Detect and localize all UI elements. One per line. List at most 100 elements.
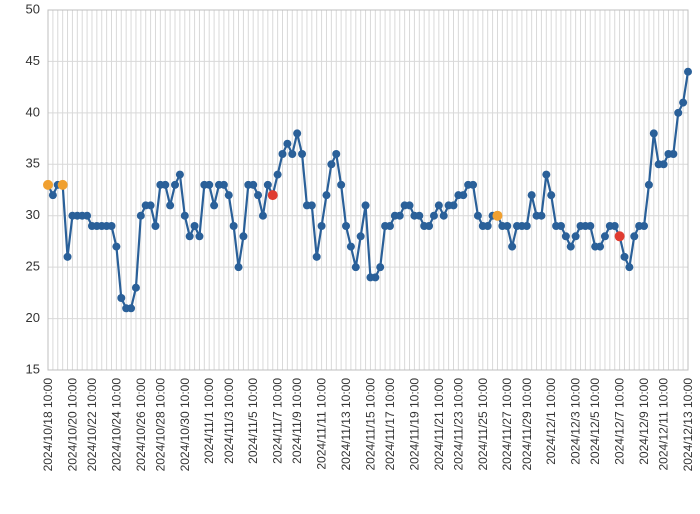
x-tick-label: 2024/11/7 10:00	[271, 378, 285, 464]
data-marker	[117, 294, 125, 302]
y-tick-label: 20	[26, 310, 40, 325]
data-marker	[625, 263, 633, 271]
data-marker	[684, 68, 692, 76]
data-marker	[508, 243, 516, 251]
data-marker	[459, 191, 467, 199]
data-marker	[181, 212, 189, 220]
data-marker	[528, 191, 536, 199]
data-marker	[210, 201, 218, 209]
data-marker	[151, 222, 159, 230]
x-tick-label: 2024/11/25 10:00	[476, 378, 490, 471]
highlight-marker	[492, 211, 502, 221]
data-marker	[176, 171, 184, 179]
x-tick-label: 2024/12/13 10:00	[681, 378, 695, 472]
data-marker	[537, 212, 545, 220]
y-tick-label: 45	[26, 53, 40, 68]
data-marker	[195, 232, 203, 240]
data-marker	[132, 284, 140, 292]
data-marker	[645, 181, 653, 189]
data-marker	[230, 222, 238, 230]
data-marker	[352, 263, 360, 271]
data-marker	[191, 222, 199, 230]
data-marker	[679, 99, 687, 107]
x-tick-label: 2024/12/5 10:00	[588, 378, 602, 465]
y-tick-label: 30	[26, 207, 40, 222]
data-marker	[347, 243, 355, 251]
data-marker	[64, 253, 72, 261]
data-marker	[650, 129, 658, 137]
data-marker	[127, 304, 135, 312]
y-tick-label: 50	[26, 1, 40, 16]
data-marker	[674, 109, 682, 117]
data-marker	[362, 201, 370, 209]
x-tick-label: 2024/11/27 10:00	[500, 378, 514, 471]
data-marker	[660, 160, 668, 168]
x-tick-label: 2024/12/9 10:00	[637, 378, 651, 465]
data-marker	[557, 222, 565, 230]
data-marker	[112, 243, 120, 251]
x-tick-labels: 2024/10/18 10:00 2024/10/20 10:00 2024/10/…	[41, 378, 695, 472]
data-marker	[264, 181, 272, 189]
data-marker	[376, 263, 384, 271]
y-tick-label: 35	[26, 156, 40, 171]
x-tick-label: 2024/11/17 10:00	[383, 378, 397, 471]
x-tick-label: 2024/12/11 10:00	[657, 378, 671, 471]
data-marker	[601, 232, 609, 240]
data-marker	[440, 212, 448, 220]
data-marker	[108, 222, 116, 230]
data-marker	[220, 181, 228, 189]
data-marker	[484, 222, 492, 230]
data-marker	[503, 222, 511, 230]
data-marker	[523, 222, 531, 230]
x-tick-label: 2024/11/9 10:00	[290, 378, 304, 464]
data-marker	[298, 150, 306, 158]
x-tick-label: 2024/11/1 10:00	[202, 378, 216, 464]
x-tick-label: 2024/11/3 10:00	[222, 378, 236, 464]
data-marker	[669, 150, 677, 158]
data-marker	[147, 201, 155, 209]
data-marker	[49, 191, 57, 199]
x-tick-label: 2024/10/28 10:00	[153, 378, 167, 472]
data-marker	[283, 140, 291, 148]
data-marker	[83, 212, 91, 220]
x-tick-label: 2024/11/19 10:00	[407, 378, 421, 471]
data-marker	[342, 222, 350, 230]
x-tick-label: 2024/10/26 10:00	[134, 378, 148, 472]
y-tick-label: 25	[26, 259, 40, 274]
data-marker	[186, 232, 194, 240]
data-marker	[254, 191, 262, 199]
data-marker	[318, 222, 326, 230]
highlight-marker	[58, 180, 68, 190]
highlight-marker	[268, 190, 278, 200]
data-marker	[337, 181, 345, 189]
timeseries-chart: 15202530354045502024/10/18 10:002024/10/…	[0, 0, 700, 514]
data-marker	[547, 191, 555, 199]
data-marker	[611, 222, 619, 230]
x-tick-label: 2024/10/22 10:00	[85, 378, 99, 472]
highlight-marker	[615, 231, 625, 241]
data-marker	[239, 232, 247, 240]
data-marker	[596, 243, 604, 251]
data-marker	[386, 222, 394, 230]
data-marker	[225, 191, 233, 199]
data-marker	[562, 232, 570, 240]
data-marker	[406, 201, 414, 209]
data-marker	[542, 171, 550, 179]
highlight-marker	[43, 180, 53, 190]
data-marker	[435, 201, 443, 209]
data-marker	[293, 129, 301, 137]
data-marker	[161, 181, 169, 189]
x-tick-label: 2024/11/29 10:00	[520, 378, 534, 471]
x-tick-label: 2024/10/24 10:00	[109, 378, 123, 472]
x-tick-label: 2024/10/20 10:00	[65, 378, 79, 472]
data-marker	[235, 263, 243, 271]
data-marker	[620, 253, 628, 261]
data-marker	[327, 160, 335, 168]
data-marker	[396, 212, 404, 220]
x-tick-label: 2024/10/18 10:00	[41, 378, 55, 472]
x-tick-label: 2024/12/7 10:00	[613, 378, 627, 465]
y-tick-label: 40	[26, 104, 40, 119]
data-marker	[322, 191, 330, 199]
data-marker	[425, 222, 433, 230]
data-marker	[474, 212, 482, 220]
